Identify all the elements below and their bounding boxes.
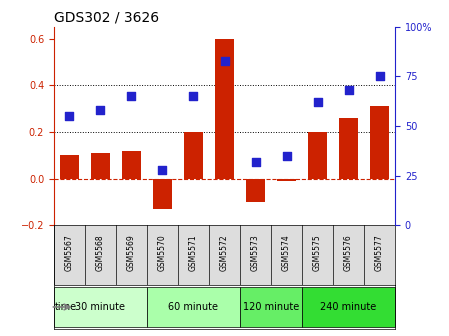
Text: GSM5574: GSM5574 [282,234,291,271]
Text: GSM5571: GSM5571 [189,234,198,271]
Point [314,99,321,105]
Text: GSM5569: GSM5569 [127,234,136,271]
Point [159,167,166,172]
FancyBboxPatch shape [54,287,147,327]
Text: time: time [54,302,77,312]
Point [190,94,197,99]
Bar [370,106,389,178]
FancyBboxPatch shape [240,287,302,327]
Text: GSM5567: GSM5567 [65,234,74,271]
Bar [308,132,327,178]
Point [283,153,290,159]
Bar [153,178,172,209]
Bar [184,132,203,178]
Text: 120 minute: 120 minute [243,302,299,312]
Text: GDS302 / 3626: GDS302 / 3626 [54,10,159,24]
Text: 240 minute: 240 minute [321,302,377,312]
Point [128,94,135,99]
Text: GSM5573: GSM5573 [251,234,260,271]
FancyBboxPatch shape [147,287,240,327]
Point [97,108,104,113]
Text: GSM5576: GSM5576 [344,234,353,271]
Point [376,74,383,79]
Bar [60,155,79,178]
Point [252,159,259,164]
Text: 30 minute: 30 minute [75,302,125,312]
Text: GSM5570: GSM5570 [158,234,167,271]
Text: GSM5577: GSM5577 [375,234,384,271]
Point [221,58,228,63]
Point [66,114,73,119]
Text: GSM5572: GSM5572 [220,234,229,271]
Text: 60 minute: 60 minute [168,302,219,312]
Bar [339,118,358,178]
Bar [122,151,141,178]
Bar [215,39,234,178]
Bar [246,178,265,202]
Bar [277,178,296,181]
Point [345,88,352,93]
Text: GSM5575: GSM5575 [313,234,322,271]
FancyBboxPatch shape [302,287,395,327]
Bar [91,153,110,178]
Text: GSM5568: GSM5568 [96,234,105,271]
